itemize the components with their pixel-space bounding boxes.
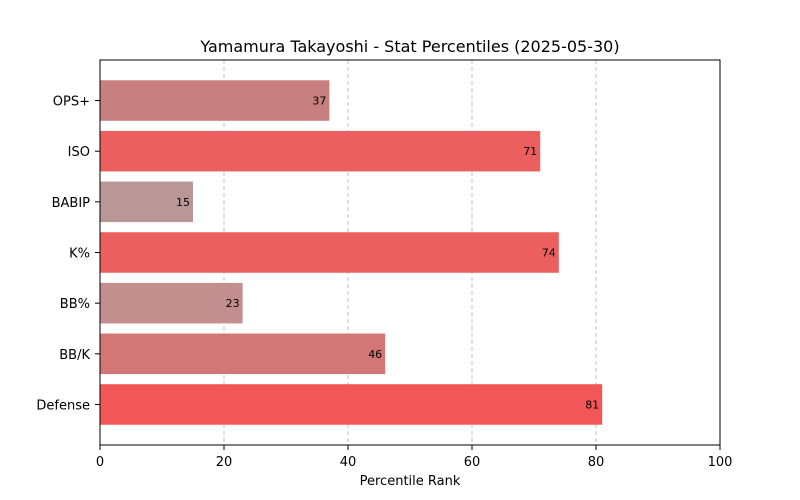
bar: [100, 80, 330, 121]
x-tick-label: 80: [588, 455, 605, 470]
y-tick-label: BB/K: [59, 348, 90, 363]
bar: [100, 333, 386, 375]
x-tick-label: 100: [708, 455, 733, 470]
x-axis-ticks: 0 20 40 60 80 100: [96, 445, 733, 470]
bar: [100, 384, 603, 425]
x-tick-label: 20: [216, 455, 233, 470]
y-tick-label: Defense: [36, 398, 90, 413]
bar-value-label: 81: [585, 398, 599, 411]
y-tick-label: BB%: [60, 297, 90, 312]
bar-value-label: 71: [523, 145, 537, 158]
x-tick-label: 60: [464, 455, 481, 470]
y-tick-label: BABIP: [52, 196, 91, 211]
bar-value-label: 46: [368, 348, 382, 361]
bars: [100, 80, 603, 425]
x-tick-label: 0: [96, 455, 104, 470]
bar-value-label: 37: [312, 95, 326, 108]
x-tick-label: 40: [340, 455, 357, 470]
y-axis-ticks: OPS+ ISO BABIP K% BB% BB/K Defense: [36, 95, 100, 413]
bar-value-label: 23: [226, 297, 240, 310]
y-tick-label: K%: [69, 247, 90, 262]
bar-labels: 37 71 15 74 23 46 81: [176, 95, 599, 412]
bar-value-label: 15: [176, 196, 190, 209]
bar: [100, 232, 559, 273]
bar: [100, 181, 193, 223]
bar: [100, 130, 541, 172]
y-tick-label: OPS+: [53, 95, 90, 110]
y-tick-label: ISO: [68, 145, 90, 160]
bar: [100, 282, 243, 324]
chart-title: Yamamura Takayoshi - Stat Percentiles (2…: [199, 37, 619, 56]
bar-value-label: 74: [542, 247, 556, 260]
x-axis-label: Percentile Rank: [360, 474, 461, 489]
